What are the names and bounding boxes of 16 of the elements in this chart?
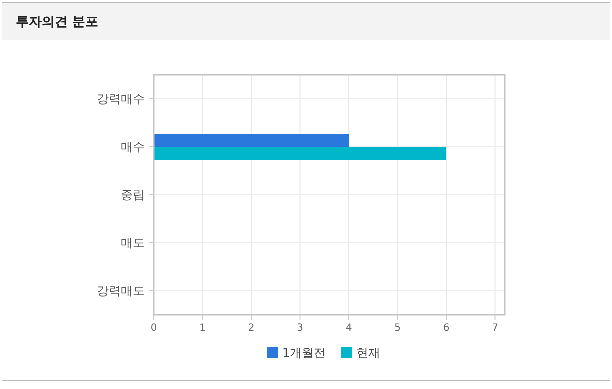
x-tick-label: 3 — [297, 323, 304, 334]
y-tick-label: 매도 — [121, 236, 145, 250]
x-tick-label: 6 — [443, 323, 450, 334]
y-tick-label: 강력매도 — [97, 284, 145, 298]
x-tick-label: 4 — [346, 323, 352, 334]
chart-title: 투자의견 분포 — [16, 15, 99, 30]
y-tick-label: 중립 — [121, 188, 145, 202]
y-tick-label: 매수 — [121, 140, 145, 154]
legend-label: 현재 — [356, 346, 380, 360]
x-tick-label: 1 — [200, 323, 206, 334]
y-tick-label: 강력매수 — [97, 92, 145, 106]
x-tick-label: 2 — [248, 323, 255, 334]
x-tick-label: 0 — [150, 323, 158, 334]
x-tick-label: 5 — [394, 323, 401, 334]
x-tick-label: 7 — [492, 323, 498, 334]
legend-label: 1개월전 — [282, 346, 326, 360]
